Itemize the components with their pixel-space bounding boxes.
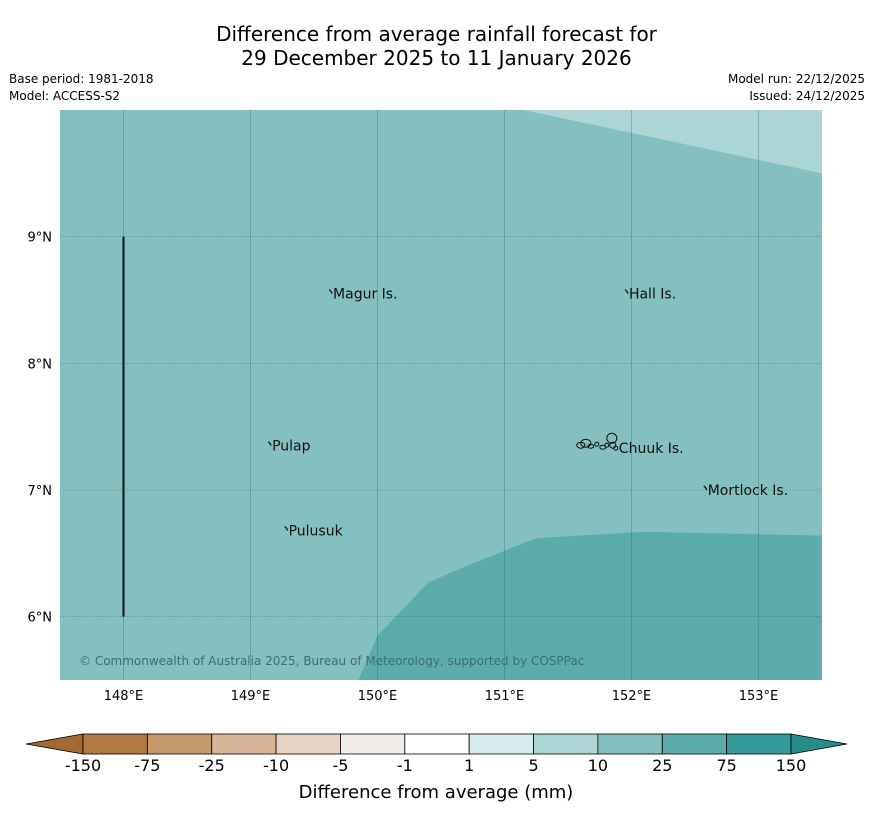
colorbar-segment	[661, 733, 728, 755]
colorbar-tick-label: 75	[716, 756, 736, 775]
metadata-right: Model run: 22/12/2025 Issued: 24/12/2025	[728, 71, 865, 105]
longitude-label: 151°E	[485, 689, 525, 704]
zone-25-to-75mm	[358, 531, 822, 680]
island-marker	[284, 525, 289, 531]
colorbar-tick-label: 25	[652, 756, 672, 775]
base-period-text: Base period: 1981-2018	[9, 72, 154, 86]
colorbar-segment	[275, 733, 341, 755]
colorbar-tick-label: -75	[134, 756, 160, 775]
longitude-label: 152°E	[612, 689, 652, 704]
island-marker	[267, 441, 272, 446]
colorbar-segment	[82, 733, 148, 755]
title-line-2: 29 December 2025 to 11 January 2026	[241, 46, 632, 70]
title-line-1: Difference from average rainfall forecas…	[216, 22, 657, 46]
colorbar-segment	[404, 733, 470, 755]
colorbar-segment	[533, 733, 599, 755]
colorbar-extend-high	[790, 733, 848, 755]
copyright-text: © Commonwealth of Australia 2025, Bureau…	[79, 654, 584, 668]
colorbar-segment	[468, 733, 534, 755]
island-marker	[624, 289, 629, 294]
longitude-label: 153°E	[739, 689, 779, 704]
colorbar-segment	[726, 733, 792, 755]
issued-text: Issued: 24/12/2025	[749, 89, 865, 103]
map-title: Difference from average rainfall forecas…	[0, 22, 873, 70]
place-label: Mortlock Is.	[708, 483, 788, 499]
latitude-label: 8°N	[28, 357, 53, 372]
longitude-label: 150°E	[358, 689, 398, 704]
place-label: Chuuk Is.	[619, 441, 684, 457]
place-label: Pulap	[272, 439, 311, 455]
colorbar-tick-label: -5	[332, 756, 348, 775]
island-outline	[580, 438, 592, 448]
colorbar-segment	[340, 733, 406, 755]
zone-5-to-10mm	[523, 110, 822, 174]
colorbar-tick-label: 150	[776, 756, 807, 775]
colorbar-tick-label: 10	[588, 756, 608, 775]
colorbar-tick-label: 5	[528, 756, 538, 775]
metadata-left: Base period: 1981-2018 Model: ACCESS-S2	[9, 71, 154, 105]
model-text: Model: ACCESS-S2	[9, 89, 121, 103]
island-outline	[609, 441, 617, 449]
longitude-label: 149°E	[231, 689, 271, 704]
colorbar-tick-label: -25	[199, 756, 225, 775]
island-marker	[703, 485, 708, 491]
island-outline	[604, 442, 610, 448]
colorbar-tick-label: -10	[263, 756, 289, 775]
model-run-text: Model run: 22/12/2025	[727, 72, 865, 86]
longitude-label: 148°E	[104, 689, 144, 704]
colorbar-label: Difference from average (mm)	[299, 782, 574, 803]
colorbar-segment	[146, 733, 213, 755]
colorbar-tick-label: -150	[65, 756, 101, 775]
colorbar-extend-low	[25, 733, 84, 755]
latitude-label: 7°N	[28, 484, 53, 499]
chuuk-island-outlines	[576, 432, 619, 451]
island-outline	[594, 441, 600, 447]
island-outline	[587, 443, 595, 449]
place-label: Hall Is.	[629, 287, 676, 303]
island-outline	[606, 432, 618, 444]
island-marker	[328, 289, 333, 294]
colorbar-tick-label: -1	[397, 756, 413, 775]
latitude-label: 6°N	[28, 611, 53, 626]
colorbar-segment	[597, 733, 663, 755]
place-label: Pulusuk	[289, 524, 344, 540]
latitude-label: 9°N	[28, 231, 53, 246]
place-label: Magur Is.	[333, 287, 398, 303]
colorbar-segment	[211, 733, 277, 755]
island-outline	[613, 445, 619, 451]
colorbar-tick-label: 1	[464, 756, 474, 775]
